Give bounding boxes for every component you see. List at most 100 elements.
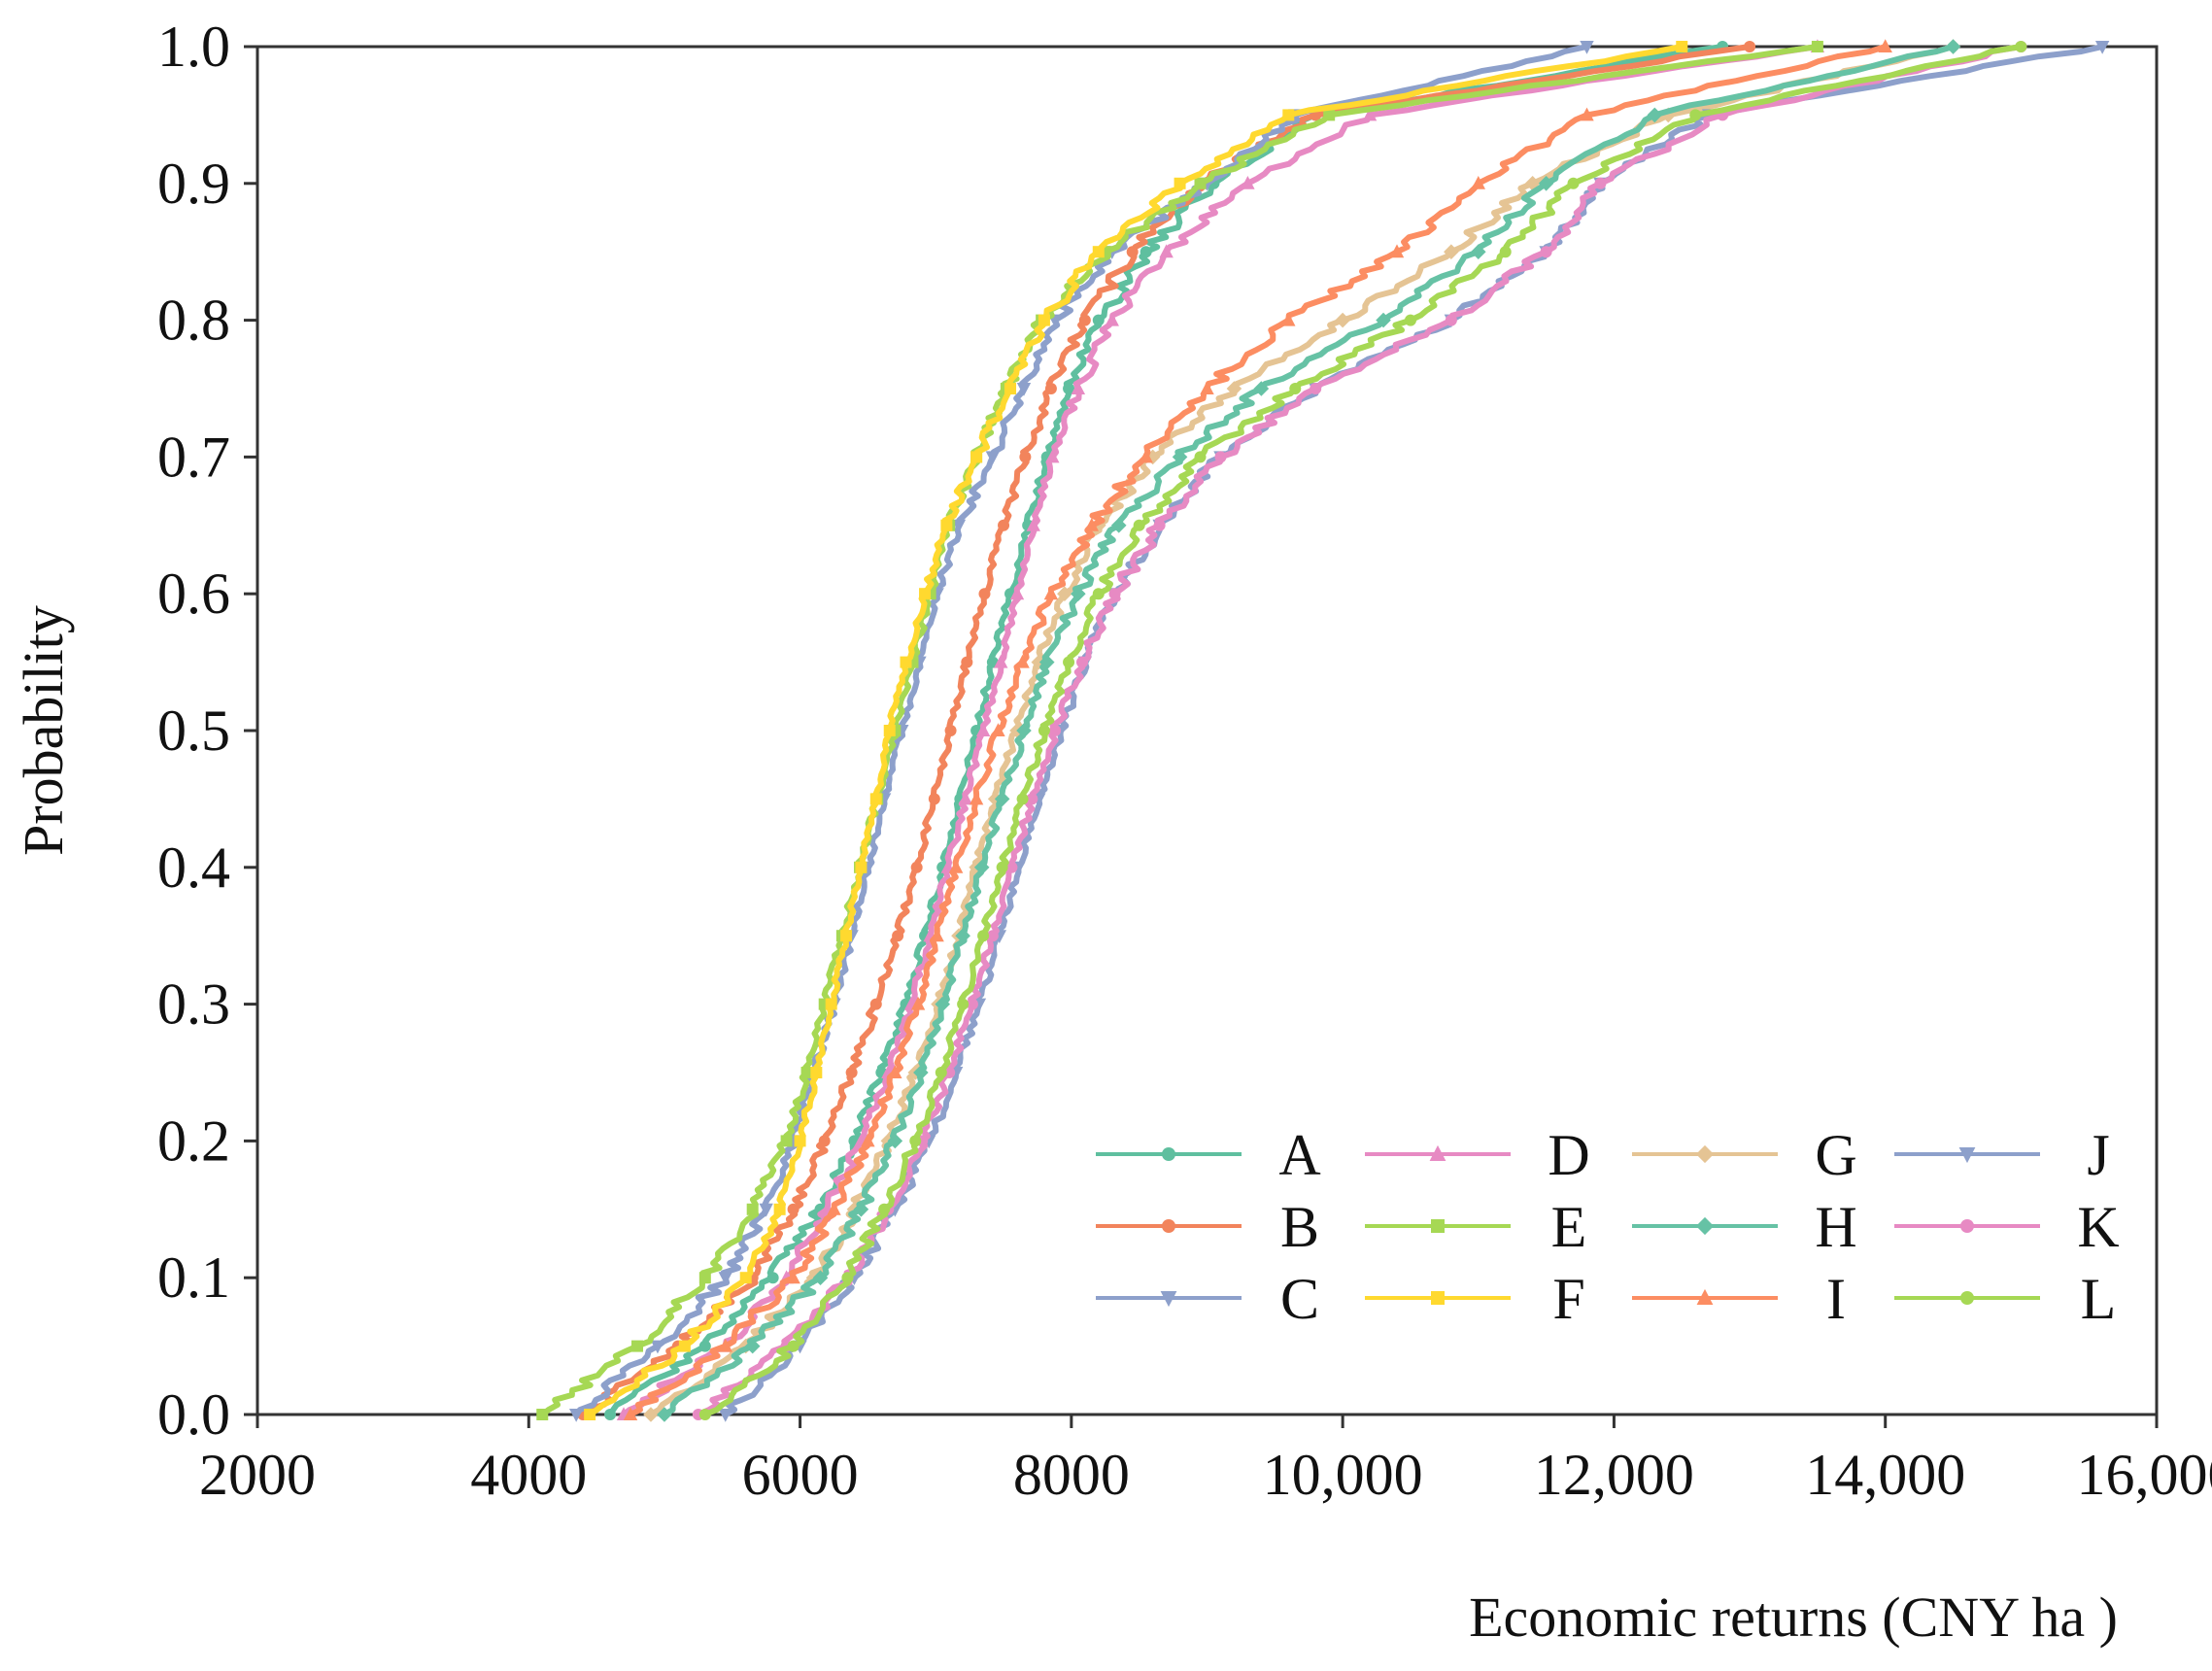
data-point-H [1470,244,1486,259]
data-point-B [818,1135,831,1147]
data-point-H [1038,654,1055,670]
data-point-G [1335,312,1350,328]
data-point-B [928,793,940,805]
data-point-L [996,861,1008,873]
data-point-K [966,998,978,1010]
data-point-F [1038,314,1050,326]
legend-swatch-marker [1431,1219,1445,1233]
data-point-H [994,791,1010,807]
data-point-E [746,1203,759,1215]
data-point-A [698,1340,711,1352]
data-point-I [1389,244,1405,258]
data-point-F [900,656,912,668]
data-point-E [800,1067,813,1078]
data-point-B [1126,246,1139,258]
data-point-L [1194,451,1207,463]
data-point-I [1139,449,1153,463]
data-point-F [794,1135,806,1147]
x-tick-label: 14,000 [1805,1443,1965,1507]
data-point-H [1016,723,1032,738]
data-point-D [1045,449,1060,463]
data-point-B [998,519,1010,531]
data-point-G [643,1407,659,1422]
legend-entry-B: B [1096,1195,1319,1259]
y-tick-label: 0.6 [157,562,230,626]
data-point-H [812,1270,829,1285]
legend-swatch-marker [1695,1216,1715,1236]
legend-entry-L: L [1894,1267,2116,1331]
data-point-I [1281,312,1296,326]
series-J [718,41,2110,1422]
y-tick-label: 0.7 [157,425,230,489]
data-point-H [887,1133,903,1149]
data-point-F [940,519,953,531]
legend-swatch-marker [1429,1144,1446,1161]
data-point-J [718,1409,732,1422]
data-point-A [766,1272,779,1284]
legend-entry-E: E [1365,1195,1586,1259]
data-point-I [718,1338,732,1352]
x-axis-ticks: 2000 4000 6000 8000 10,000 12,000 14,000 16,000 [199,1415,2212,1507]
legend-label: J [2087,1123,2109,1187]
data-point-G [1057,586,1072,601]
data-point-A [1063,383,1075,394]
data-point-H [1110,518,1127,533]
data-point-F [825,998,837,1010]
y-tick-label: 0.9 [157,152,230,216]
data-point-E [1323,109,1336,121]
data-point-B [787,1203,800,1215]
legend-entry-C: C [1096,1267,1319,1331]
data-point-I [948,860,964,873]
data-point-F [773,1203,786,1215]
data-point-E [631,1340,643,1352]
legend-label: B [1280,1195,1319,1259]
data-point-I [888,1065,902,1078]
data-point-B [892,930,904,942]
data-point-K [986,930,999,942]
data-point-I [1471,176,1485,189]
y-tick-label: 0.2 [157,1108,230,1173]
legend-swatch-marker [1162,1219,1175,1233]
x-tick-label: 4000 [470,1443,587,1507]
data-point-L [1092,588,1105,600]
data-point-K [1153,519,1166,531]
data-point-K [1076,656,1089,668]
data-point-K [1310,383,1322,394]
x-tick-label: 6000 [742,1443,859,1507]
data-point-L [1038,725,1050,736]
data-point-L [1689,109,1702,121]
data-point-I [786,1270,800,1284]
data-point-B [845,1067,858,1078]
plot-frame [255,45,2159,1416]
legend-entry-A: A [1096,1123,1321,1187]
data-point-H [1945,39,1961,54]
data-point-E [698,1272,711,1284]
data-point-K [1214,451,1227,463]
series-F [584,41,1688,1420]
data-point-H [657,1407,672,1422]
data-point-F [840,930,853,942]
data-point-H [1071,586,1086,601]
legend-swatch-marker [1958,1147,1976,1164]
data-point-H [1253,381,1270,396]
data-point-H [1647,107,1663,123]
y-tick-label: 0.8 [157,289,230,353]
data-point-F [1092,246,1105,258]
data-point-I [991,723,1005,736]
data-point-L [787,1340,800,1352]
data-point-H [744,1338,761,1354]
data-point-C [985,451,1001,465]
data-point-K [1594,177,1607,189]
data-point-L [1063,656,1075,668]
data-point-D [1105,312,1119,326]
data-point-H [935,996,950,1012]
x-axis-title: Economic returns (CNY ha ) [1469,1586,2118,1649]
data-point-K [1005,861,1018,873]
data-point-H [853,1202,869,1217]
legend-swatch-marker [1960,1219,1974,1233]
legend-swatch-marker [1960,1291,1974,1305]
data-point-B [1744,41,1756,52]
data-point-F [919,588,932,600]
y-tick-label: 1.0 [157,15,230,79]
